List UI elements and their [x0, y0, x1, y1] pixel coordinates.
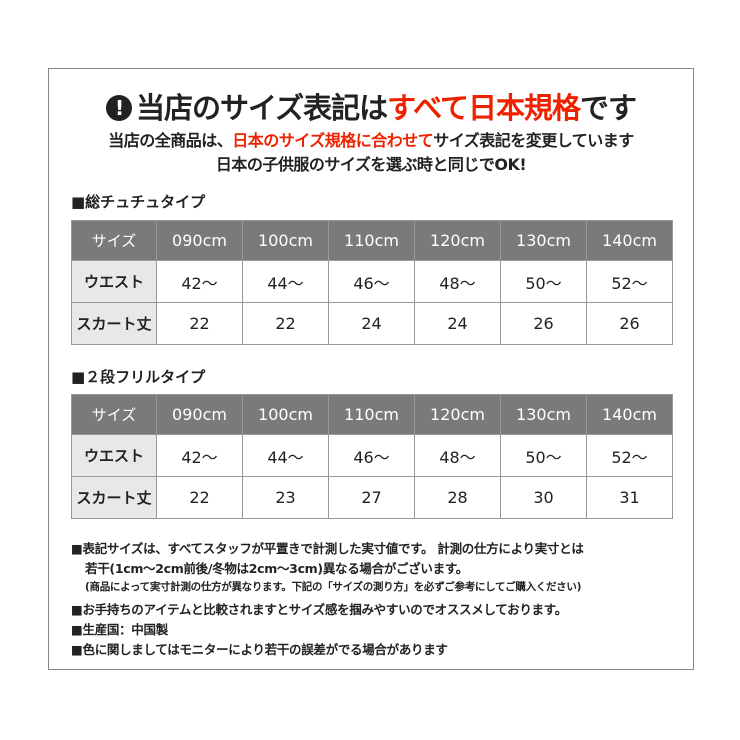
table-cell: 52～ [586, 260, 673, 303]
table-cell: 42～ [156, 260, 243, 303]
row-label: ウエスト [71, 260, 157, 303]
table-cell: 50～ [500, 434, 587, 477]
table-cell: 23 [242, 476, 329, 519]
row-label: サイズ [71, 394, 157, 435]
table-cell: 24 [328, 302, 415, 345]
table-cell: 44～ [242, 434, 329, 477]
table-cell: 22 [156, 302, 243, 345]
table-cell: 48～ [414, 434, 501, 477]
table-cell: 44～ [242, 260, 329, 303]
size-info-panel: ! 当店のサイズ表記はすべて日本規格です 当店の全商品は、日本のサイズ規格に合わせ… [48, 68, 694, 670]
table-cell: 46～ [328, 260, 415, 303]
size-table-tutu: サイズ 090cm 100cm 110cm 120cm 130cm 140cm ウエスト 42～… [71, 220, 673, 345]
table-cell: 22 [156, 476, 243, 519]
note: ■表記サイズは、すべてスタッフが平置きで計測した実寸値です。 計測の仕方により実… [71, 541, 584, 556]
row-label: スカート丈 [71, 302, 157, 345]
row-label: スカート丈 [71, 476, 157, 519]
note: ■色に関しましてはモニターにより若干の誤差がでる場合があります [71, 642, 448, 657]
table-cell: 30 [500, 476, 587, 519]
column-header: 140cm [586, 220, 673, 261]
column-header: 090cm [156, 394, 243, 435]
table-row: ウエスト 42～ 44～ 46～ 48～ 50～ 52～ [71, 434, 673, 477]
table-cell: 26 [586, 302, 673, 345]
table-title: ■２段フリルタイプ [71, 368, 206, 386]
note: ■生産国：中国製 [71, 622, 168, 637]
column-header: 130cm [500, 394, 587, 435]
subtitle-line2: 日本の子供服のサイズを選ぶ時と同じでOK! [215, 155, 527, 174]
column-header: 120cm [414, 394, 501, 435]
table-header-row: サイズ 090cm 100cm 110cm 120cm 130cm 140cm [71, 220, 673, 261]
table-cell: 24 [414, 302, 501, 345]
note-small: (商品によって実寸計測の仕方が異なります。下記の「サイズの測り方」を必ずご参考に… [85, 581, 582, 593]
table-row: スカート丈 22 23 27 28 30 31 [71, 476, 673, 519]
table-title: ■総チュチュタイプ [71, 193, 206, 211]
table-cell: 26 [500, 302, 587, 345]
note: ■お手持ちのアイテムと比較されますとサイズ感を掴みやすいのでオススメしております… [71, 602, 567, 617]
column-header: 130cm [500, 220, 587, 261]
column-header: 140cm [586, 394, 673, 435]
headline-highlight: すべて日本規格 [387, 91, 581, 125]
table-row: スカート丈 22 22 24 24 26 26 [71, 302, 673, 345]
subtitle-line1: 当店の全商品は、日本のサイズ規格に合わせてサイズ表記を変更しています [108, 131, 634, 150]
column-header: 120cm [414, 220, 501, 261]
table-row: ウエスト 42～ 44～ 46～ 48～ 50～ 52～ [71, 260, 673, 303]
column-header: 100cm [242, 220, 329, 261]
table-cell: 27 [328, 476, 415, 519]
table-cell: 31 [586, 476, 673, 519]
table-cell: 46～ [328, 434, 415, 477]
note: 若干(1cm～2cm前後/冬物は2cm～3cm)異なる場合がございます。 [85, 561, 468, 576]
size-table-frill: サイズ 090cm 100cm 110cm 120cm 130cm 140cm ウエスト 42～… [71, 394, 673, 519]
table-cell: 48～ [414, 260, 501, 303]
column-header: 090cm [156, 220, 243, 261]
table-cell: 42～ [156, 434, 243, 477]
table-cell: 50～ [500, 260, 587, 303]
table-cell: 22 [242, 302, 329, 345]
column-header: 110cm [328, 220, 415, 261]
column-header: 110cm [328, 394, 415, 435]
column-header: 100cm [242, 394, 329, 435]
headline: ! 当店のサイズ表記はすべて日本規格です [49, 85, 693, 127]
row-label: ウエスト [71, 434, 157, 477]
exclamation-circle-icon: ! [106, 95, 133, 121]
table-cell: 28 [414, 476, 501, 519]
table-header-row: サイズ 090cm 100cm 110cm 120cm 130cm 140cm [71, 394, 673, 435]
notes: ■表記サイズは、すべてスタッフが平置きで計測した実寸値です。 計測の仕方により実… [71, 539, 584, 660]
table-cell: 52～ [586, 434, 673, 477]
row-label: サイズ [71, 220, 157, 261]
